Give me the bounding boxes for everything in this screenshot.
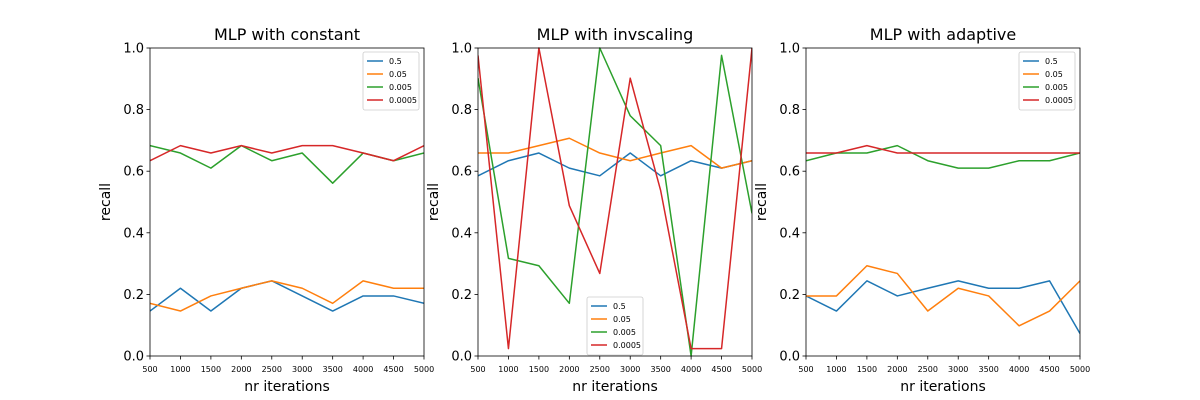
y-tick-label: 1.0	[779, 42, 800, 57]
x-tick-label: 3500	[322, 365, 342, 374]
x-tick-label: 2500	[262, 365, 282, 374]
legend-box	[362, 51, 420, 111]
series-line-0_0005	[478, 47, 752, 350]
chart-title: MLP with adaptive	[870, 25, 1016, 44]
y-tick-label: 0.2	[451, 288, 472, 303]
x-tick-label: 4000	[353, 365, 373, 374]
legend-label: 0.5	[1045, 57, 1058, 66]
axes-frame	[477, 47, 753, 357]
legend: 0.5 0.05 0.005 0.0005	[1018, 51, 1076, 111]
y-tick-label: 0.2	[779, 288, 800, 303]
legend-label: 0.05	[1045, 70, 1063, 79]
legend-label: 0.0005	[1045, 96, 1073, 105]
x-axis-label: nr iterations	[244, 379, 330, 395]
x-tick-label: 2500	[590, 365, 610, 374]
x-tick-label: 4000	[1009, 365, 1029, 374]
x-tick-label: 1000	[170, 365, 190, 374]
x-tick-label: 1500	[857, 365, 877, 374]
chart-title: MLP with invscaling	[537, 25, 694, 44]
y-axis-label: recall	[754, 183, 770, 221]
y-tick-label: 0.0	[779, 350, 800, 365]
legend-label: 0.0005	[389, 96, 417, 105]
y-tick-label: 0.0	[451, 350, 472, 365]
x-tick-label: 5000	[742, 365, 762, 374]
x-tick-label: 4500	[711, 365, 731, 374]
legend-box	[1018, 51, 1076, 111]
x-tick-label: 1500	[529, 365, 549, 374]
series-line-0_0005	[806, 144, 1080, 154]
x-tick-label: 2000	[231, 365, 251, 374]
y-tick-label: 0.4	[123, 226, 144, 241]
legend-label: 0.5	[389, 57, 402, 66]
legend: 0.5 0.05 0.005 0.0005	[362, 51, 420, 111]
x-tick-label: 2500	[918, 365, 938, 374]
legend-label: 0.005	[1045, 83, 1068, 92]
chart-panel-3: MLP with adaptive 500 1000 1500 2000 2500 3000…	[754, 25, 1090, 395]
x-tick-label: 500	[142, 365, 157, 374]
y-tick-label: 0.6	[451, 165, 472, 180]
legend-label: 0.05	[389, 70, 407, 79]
series-line-0_005	[150, 144, 424, 184]
chart-panel-1: MLP with constant 500 1000 1500 2000 2500 3000…	[98, 25, 434, 395]
x-tick-label: 1000	[826, 365, 846, 374]
x-tick-label: 1000	[498, 365, 518, 374]
x-axis-label: nr iterations	[900, 379, 986, 395]
x-tick-label: 3000	[948, 365, 968, 374]
y-axis-label: recall	[426, 183, 442, 221]
y-tick-label: 0.6	[779, 165, 800, 180]
x-tick-label: 4500	[383, 365, 403, 374]
axes-frame	[805, 47, 1081, 357]
y-tick-label: 0.8	[451, 103, 472, 118]
chart-panel-2: MLP with invscaling 500 1000 1500 2000 2500 30…	[426, 25, 762, 395]
y-tick-label: 0.2	[123, 288, 144, 303]
axes-frame	[149, 47, 425, 357]
x-tick-label: 5000	[414, 365, 434, 374]
y-tick-label: 0.4	[451, 226, 472, 241]
series-line-0_5	[478, 152, 752, 177]
y-tick-label: 0.8	[779, 103, 800, 118]
x-tick-label: 4000	[681, 365, 701, 374]
x-tick-label: 2000	[887, 365, 907, 374]
legend-label: 0.005	[613, 328, 636, 337]
legend: 0.5 0.05 0.005 0.0005	[586, 296, 644, 356]
legend-box	[586, 296, 644, 356]
x-tick-label: 500	[798, 365, 813, 374]
series-line-0_005	[806, 144, 1080, 169]
legend-label: 0.05	[613, 315, 631, 324]
x-tick-label: 2000	[559, 365, 579, 374]
series-line-0_05	[806, 265, 1080, 327]
legend-label: 0.0005	[613, 341, 641, 350]
x-tick-label: 4500	[1039, 365, 1059, 374]
series-line-0_5	[150, 280, 424, 312]
x-tick-label: 3500	[978, 365, 998, 374]
y-tick-label: 0.0	[123, 350, 144, 365]
series-line-0_05	[478, 137, 752, 169]
legend-label: 0.5	[613, 302, 626, 311]
x-tick-label: 3000	[620, 365, 640, 374]
legend-label: 0.005	[389, 83, 412, 92]
x-tick-label: 3500	[650, 365, 670, 374]
x-tick-label: 3000	[292, 365, 312, 374]
y-tick-label: 1.0	[123, 42, 144, 57]
series-line-0_0005	[150, 144, 424, 162]
series-line-0_05	[150, 280, 424, 312]
series-line-0_005	[478, 47, 752, 357]
x-tick-label: 5000	[1070, 365, 1090, 374]
x-axis-label: nr iterations	[572, 379, 658, 395]
y-tick-label: 0.6	[123, 165, 144, 180]
series-line-0_5	[806, 280, 1080, 334]
y-tick-label: 1.0	[451, 42, 472, 57]
x-tick-label: 1500	[201, 365, 221, 374]
x-tick-label: 500	[470, 365, 485, 374]
y-tick-label: 0.4	[779, 226, 800, 241]
chart-title: MLP with constant	[214, 25, 360, 44]
y-axis-label: recall	[98, 183, 114, 221]
y-tick-label: 0.8	[123, 103, 144, 118]
